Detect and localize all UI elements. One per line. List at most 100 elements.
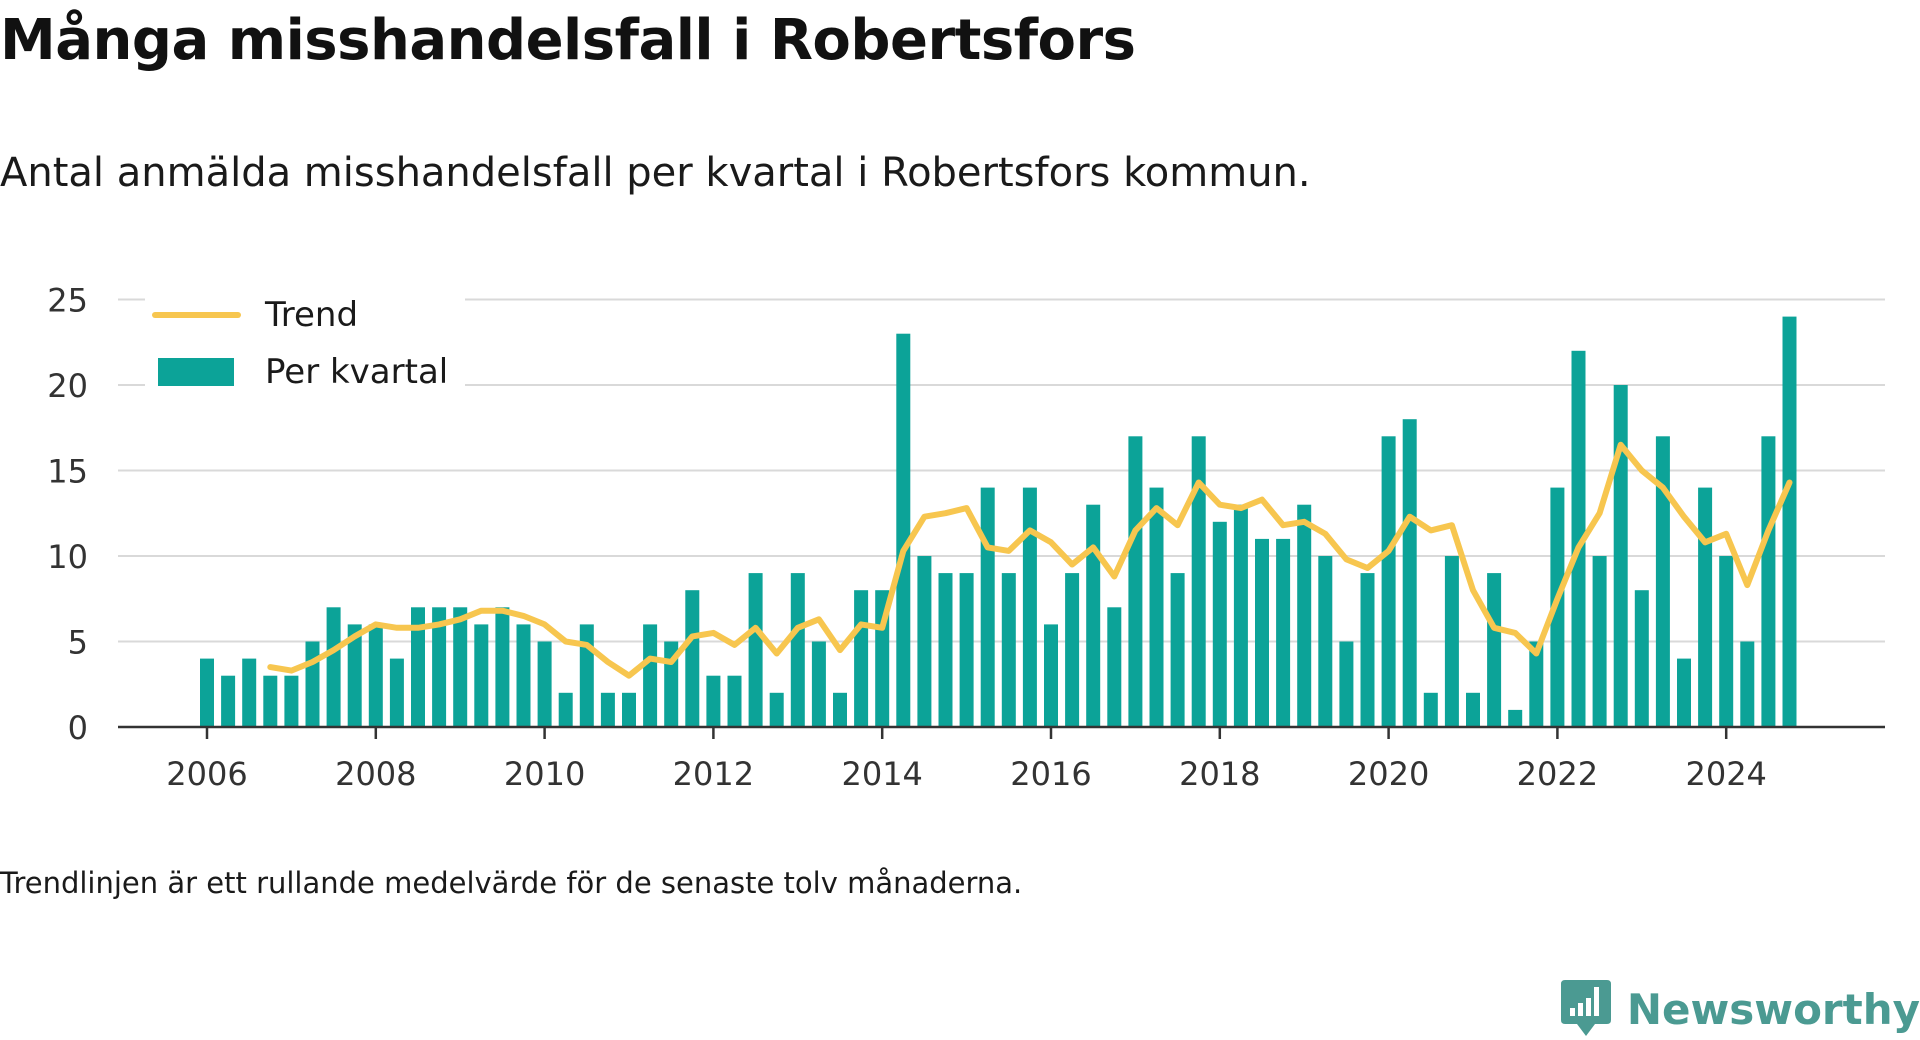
bar	[685, 590, 700, 727]
bar	[1423, 692, 1438, 727]
x-tick-label: 2006	[166, 755, 247, 793]
bar	[1444, 556, 1459, 727]
bar-series	[200, 316, 1797, 727]
bar	[643, 624, 658, 727]
bar	[516, 624, 531, 727]
y-tick-label: 0	[68, 709, 88, 747]
bar	[1487, 573, 1502, 727]
bar	[1297, 504, 1312, 727]
bar	[854, 590, 869, 727]
x-tick-label: 2016	[1010, 755, 1091, 793]
bar	[938, 573, 953, 727]
x-tick-label: 2022	[1517, 755, 1598, 793]
bar	[1212, 521, 1227, 727]
bar	[1233, 504, 1248, 727]
bar	[495, 607, 510, 727]
y-tick-label: 25	[47, 282, 88, 320]
bar	[537, 641, 552, 727]
bar	[1170, 573, 1185, 727]
bar	[790, 573, 805, 727]
x-axis-ticks: 2006 2008 2010 2012 2014 2016 2018 2020 2022 2024	[166, 727, 1767, 793]
chart-title: Många misshandelsfall i Robertsfors	[0, 8, 1136, 73]
bar	[1655, 436, 1670, 727]
brand-name: Newsworthy	[1626, 984, 1920, 1034]
y-tick-label: 10	[47, 538, 88, 576]
bar	[1255, 538, 1269, 727]
bar	[1782, 316, 1797, 727]
bar	[221, 675, 236, 727]
bar	[727, 675, 742, 727]
bar	[1761, 436, 1776, 727]
bar	[1698, 487, 1713, 727]
bar	[1044, 624, 1058, 727]
x-tick-label: 2010	[504, 755, 585, 793]
x-tick-label: 2020	[1348, 755, 1429, 793]
legend-label-per-kvartal: Per kvartal	[265, 352, 448, 392]
bar	[1634, 590, 1649, 727]
trend-series	[267, 441, 1793, 679]
bar	[326, 607, 341, 727]
bar	[748, 573, 763, 727]
bar	[200, 658, 214, 727]
bar	[1360, 573, 1375, 727]
x-tick-label: 2008	[335, 755, 416, 793]
bar	[1740, 641, 1755, 727]
bar	[959, 573, 974, 727]
bar	[284, 675, 299, 727]
bar	[1466, 692, 1480, 727]
footnote: Trendlinjen är ett rullande medelvärde f…	[0, 866, 1023, 900]
bar	[453, 607, 468, 727]
bar	[769, 692, 784, 727]
bar	[1402, 419, 1417, 727]
bar	[1381, 436, 1396, 727]
bar	[1107, 607, 1122, 727]
bar	[242, 658, 257, 727]
bar	[1086, 504, 1101, 727]
bar	[432, 607, 447, 727]
y-axis-ticks: 0 5 10 15 20 25	[47, 282, 88, 748]
bar	[811, 641, 826, 727]
bar	[1339, 641, 1354, 727]
bar	[1128, 436, 1143, 727]
bar	[1318, 556, 1333, 727]
bar	[1613, 385, 1628, 727]
bar	[706, 675, 721, 727]
legend-swatch-per-kvartal	[158, 358, 234, 386]
bar	[1508, 709, 1523, 727]
bar	[368, 624, 383, 727]
bar	[1276, 538, 1291, 727]
trend-line	[267, 441, 1793, 679]
bar	[1001, 573, 1016, 727]
bar	[1529, 641, 1544, 727]
bar	[833, 692, 847, 727]
bar	[980, 487, 995, 727]
x-tick-label: 2014	[841, 755, 922, 793]
legend: Trend Per kvartal	[145, 294, 465, 406]
bar	[411, 607, 425, 727]
bar	[1719, 556, 1734, 727]
bar	[389, 658, 404, 727]
x-tick-label: 2012	[673, 755, 754, 793]
bar	[1592, 556, 1607, 727]
bar	[1149, 487, 1164, 727]
bar	[622, 692, 636, 727]
bar	[1677, 658, 1691, 727]
bar	[896, 333, 911, 727]
x-tick-label: 2024	[1685, 755, 1766, 793]
newsworthy-logo-icon	[1560, 980, 1611, 1036]
y-tick-label: 15	[47, 453, 88, 491]
y-tick-label: 5	[68, 624, 88, 662]
bar	[347, 624, 362, 727]
bar	[1191, 436, 1206, 727]
bar	[917, 556, 932, 727]
x-tick-label: 2018	[1179, 755, 1260, 793]
bar	[474, 624, 489, 727]
bar	[305, 641, 320, 727]
bar	[1571, 350, 1586, 727]
bar	[558, 692, 573, 727]
bar	[1065, 573, 1080, 727]
legend-label-trend: Trend	[264, 295, 358, 335]
brand-logo: Newsworthy	[1559, 978, 1920, 1040]
bar	[263, 675, 278, 727]
